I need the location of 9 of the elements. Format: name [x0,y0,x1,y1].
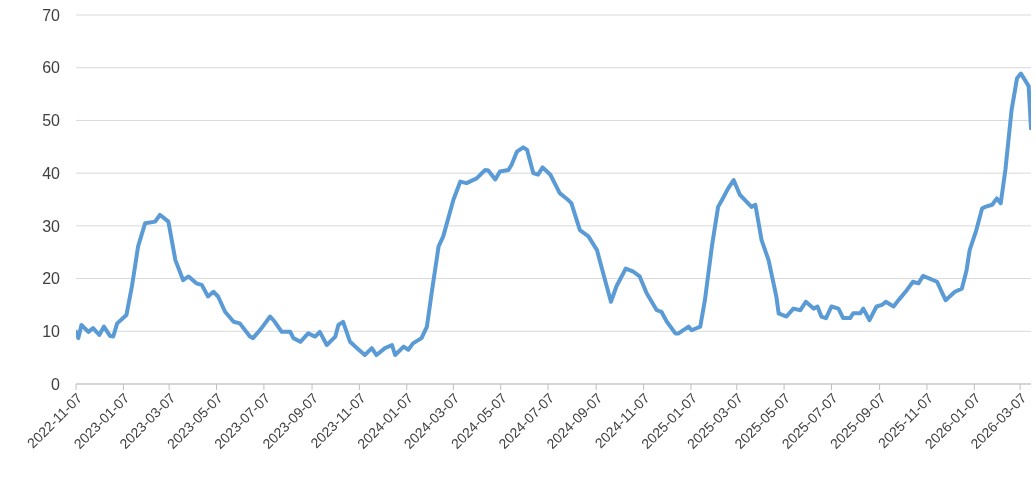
y-tick-label: 60 [42,59,61,77]
y-tick-label: 50 [42,112,61,130]
y-tick-label: 20 [42,270,61,288]
y-tick-label: 0 [51,375,61,393]
y-tick-label: 40 [42,164,61,182]
y-tick-label: 30 [42,217,61,235]
y-tick-label: 10 [42,322,61,340]
y-tick-label: 70 [42,6,61,24]
line-series [76,71,1031,358]
